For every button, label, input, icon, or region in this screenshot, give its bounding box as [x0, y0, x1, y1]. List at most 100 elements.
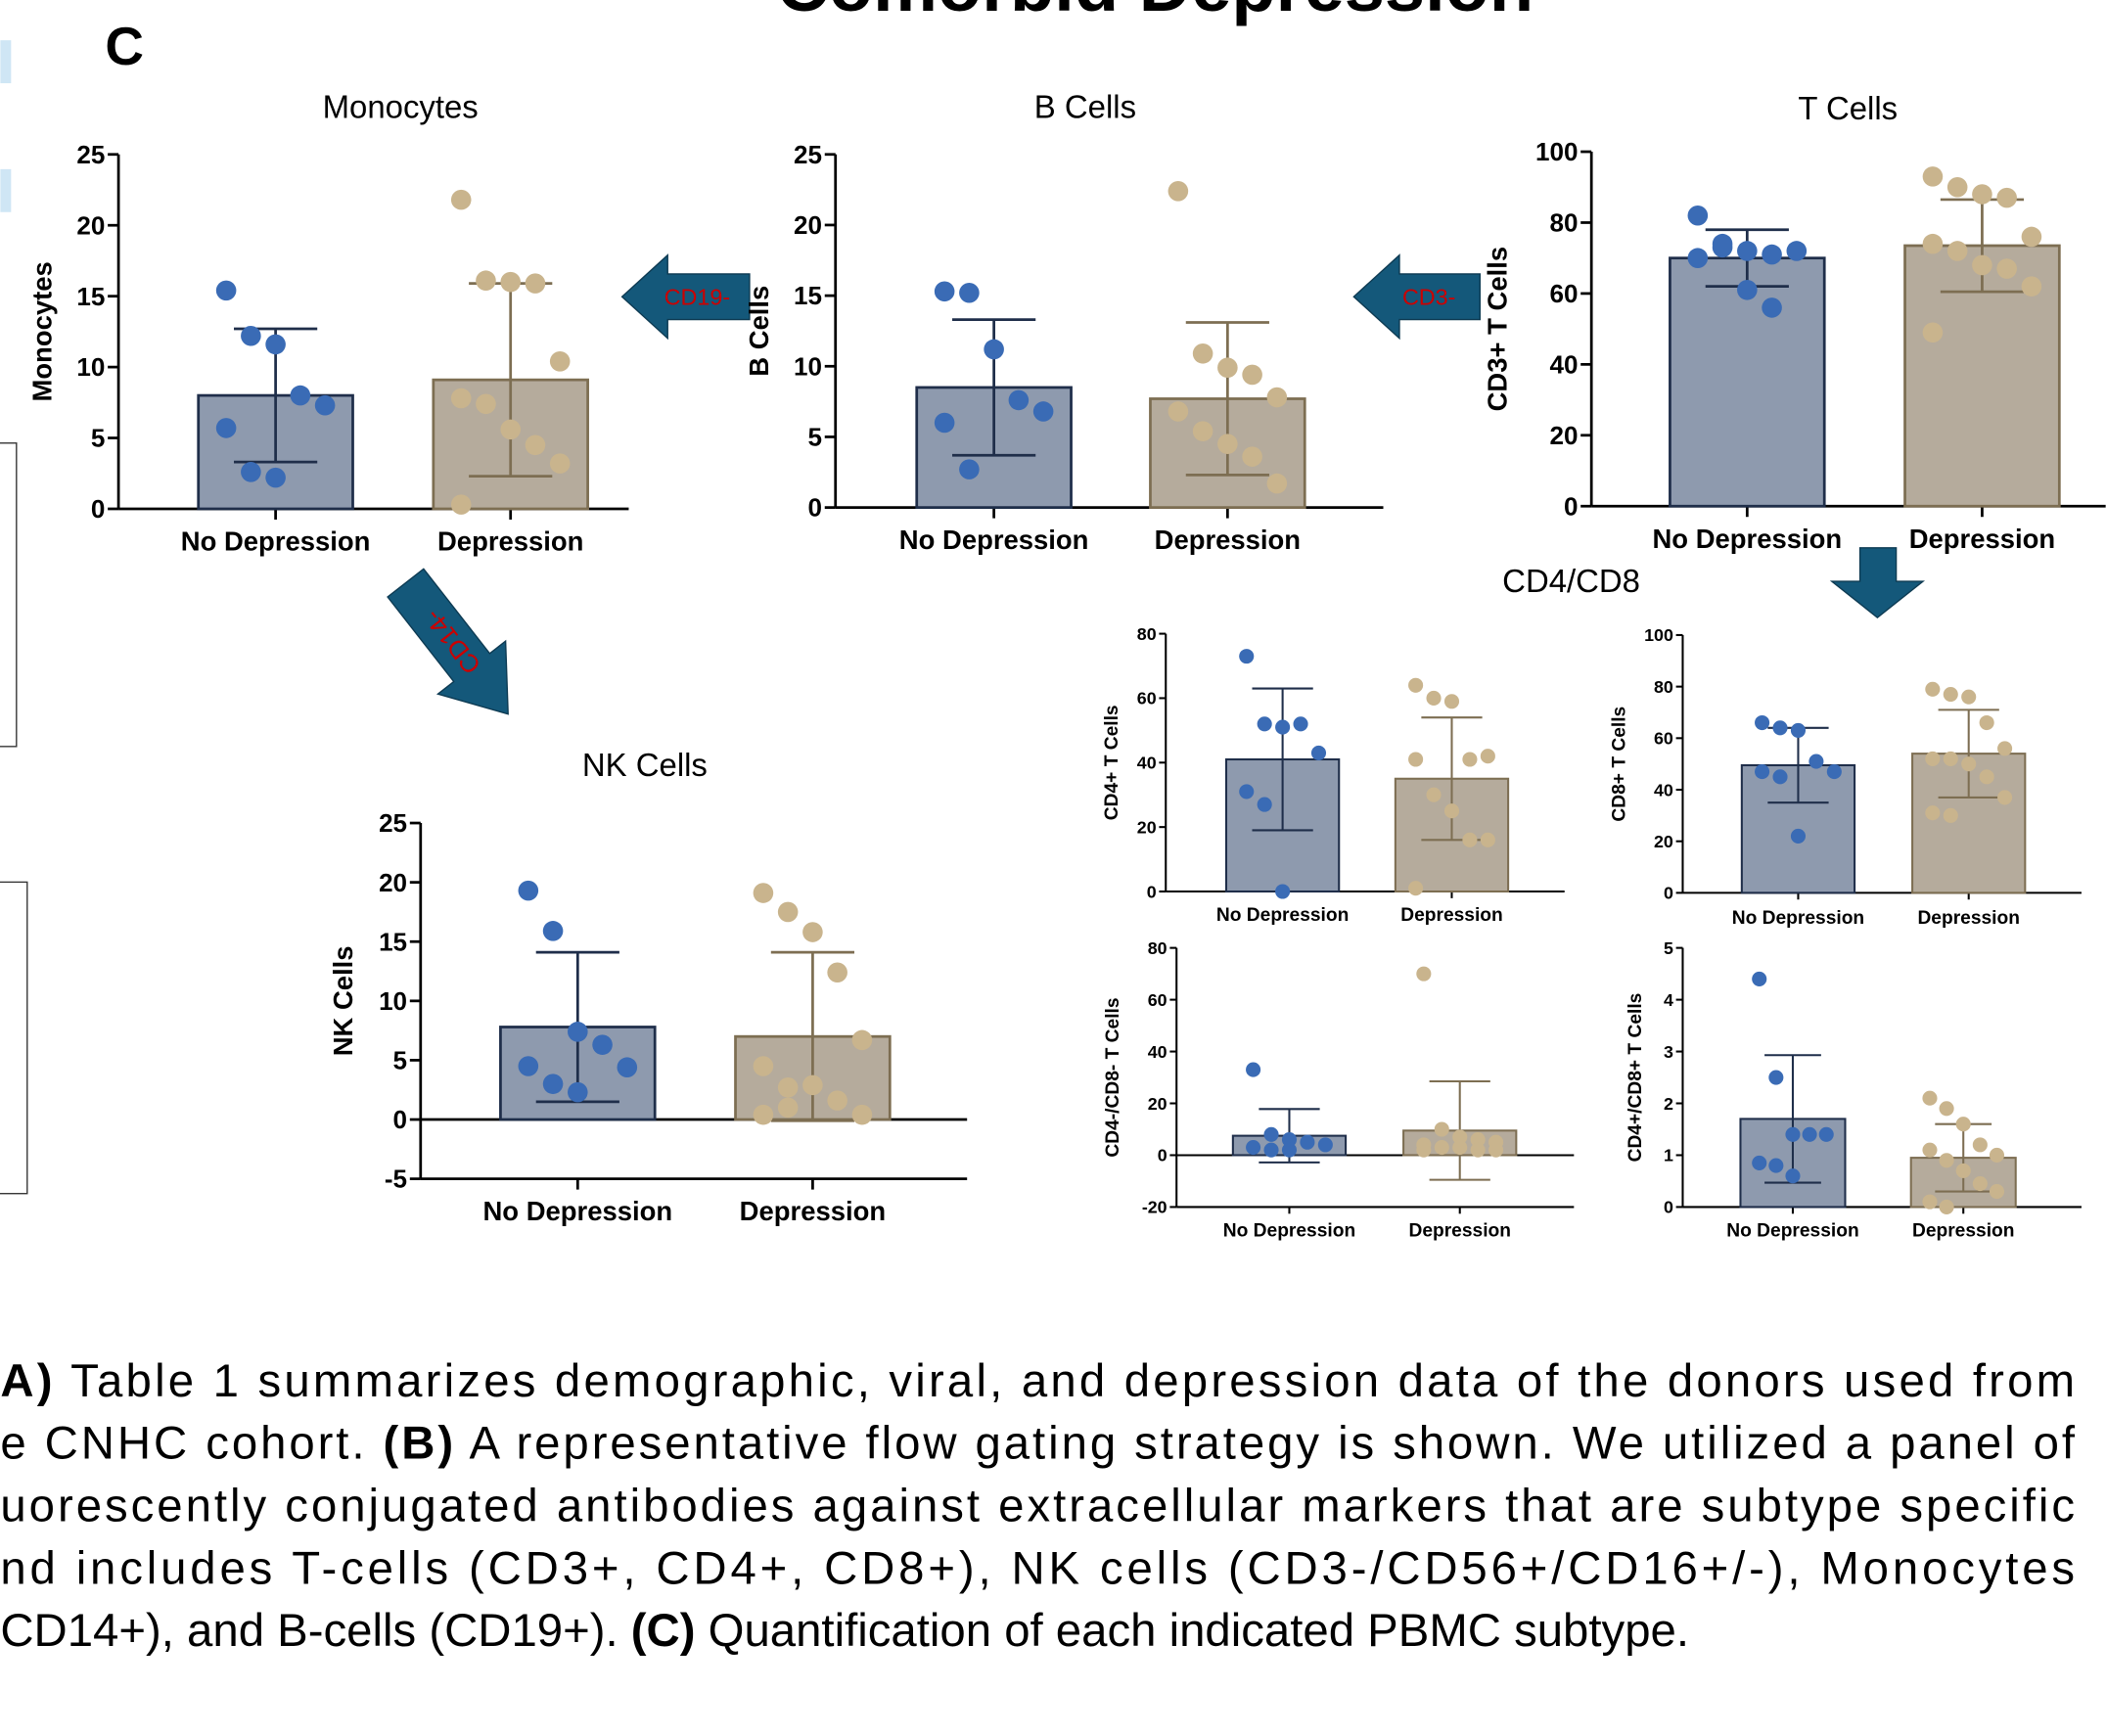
data-point — [568, 1022, 588, 1042]
caption-text: uorescently conjugated antibodies agains… — [0, 1480, 2075, 1531]
y-tick-label: 20 — [76, 210, 105, 240]
y-tick-label: 60 — [1148, 990, 1167, 1010]
y-tick-label: 100 — [1644, 625, 1673, 645]
data-point — [1997, 790, 2012, 804]
data-point — [618, 1057, 638, 1077]
data-point — [1922, 1091, 1937, 1106]
data-point — [1827, 764, 1842, 779]
data-point — [265, 335, 286, 355]
data-point — [1282, 1143, 1297, 1158]
data-point — [1193, 343, 1213, 364]
arrow: CD19- — [622, 255, 750, 339]
data-point — [1435, 1121, 1449, 1136]
data-point — [1980, 715, 1994, 730]
chart-title: B Cells — [1034, 89, 1136, 125]
data-point — [959, 283, 980, 303]
caption-line: uorescently conjugated antibodies agains… — [0, 1480, 2075, 1531]
chart: B CellsB Cells0510152025No DepressionDep… — [744, 89, 1383, 555]
y-tick-label: 40 — [1148, 1042, 1167, 1062]
x-tick-label: Depression — [1400, 905, 1503, 926]
data-point — [1925, 682, 1940, 697]
data-point — [1972, 255, 1992, 276]
data-point — [1462, 752, 1477, 766]
cropped-plot — [0, 882, 27, 1193]
data-point — [1787, 241, 1808, 261]
page: { "heading": "Comorbid Depression", "pan… — [0, 0, 2106, 1736]
data-point — [1688, 206, 1709, 226]
data-point — [500, 272, 521, 293]
panel-label: C — [105, 16, 144, 76]
y-axis-label: CD8+ T Cells — [1609, 707, 1629, 822]
data-point — [1263, 1143, 1278, 1158]
chart: CD8+ T Cells020406080100No DepressionDep… — [1609, 625, 2081, 929]
data-point — [1940, 1153, 1954, 1167]
data-point — [1923, 166, 1944, 187]
y-axis-label: NK Cells — [328, 945, 358, 1056]
data-point — [1426, 691, 1441, 706]
y-tick-label: 80 — [1549, 208, 1578, 238]
data-point — [827, 962, 847, 982]
y-tick-label: 3 — [1664, 1042, 1673, 1062]
data-point — [778, 1077, 799, 1098]
data-point — [1980, 769, 1994, 784]
chart: CD4+ T Cells020406080No DepressionDepres… — [1102, 624, 1565, 926]
y-tick-label: 0 — [91, 494, 106, 524]
x-tick-label: No Depression — [482, 1196, 672, 1226]
data-point — [1772, 720, 1787, 735]
y-tick-label: 15 — [794, 281, 822, 310]
y-axis-label: CD4+/CD8+ T Cells — [1625, 993, 1646, 1163]
data-point — [315, 395, 336, 416]
data-point — [526, 435, 546, 456]
data-point — [754, 1056, 774, 1076]
data-point — [1752, 1156, 1766, 1170]
data-point — [1947, 177, 1968, 198]
y-tick-label: 40 — [1549, 349, 1578, 379]
x-tick-label: No Depression — [1216, 905, 1349, 926]
y-tick-label: 0 — [393, 1105, 408, 1134]
chart-title: T Cells — [1798, 90, 1898, 126]
y-axis-label: CD4-/CD8- T Cells — [1103, 997, 1123, 1157]
data-point — [216, 281, 237, 301]
y-tick-label: 0 — [1158, 1146, 1167, 1165]
data-point — [1808, 754, 1823, 768]
cropped-panel — [0, 40, 11, 83]
caption-text: A) — [0, 1355, 52, 1407]
data-point — [1923, 234, 1944, 254]
data-point — [1258, 798, 1272, 812]
data-point — [1752, 972, 1766, 986]
y-axis-label: CD4+ T Cells — [1102, 705, 1122, 820]
data-point — [1481, 749, 1495, 763]
data-point — [1033, 401, 1054, 422]
data-point — [265, 468, 286, 488]
data-point — [1408, 678, 1423, 693]
x-tick-label: No Depression — [1223, 1221, 1355, 1242]
y-tick-label: 0 — [1564, 491, 1579, 521]
data-point — [1944, 687, 1958, 702]
data-point — [1923, 322, 1944, 343]
y-tick-label: 5 — [91, 424, 106, 453]
data-point — [1246, 1063, 1260, 1077]
data-point — [1944, 752, 1958, 766]
data-point — [1997, 741, 2012, 755]
data-point — [519, 1056, 539, 1076]
data-point — [1242, 446, 1262, 467]
y-tick-label: 40 — [1654, 780, 1673, 799]
data-point — [2022, 276, 2042, 297]
data-point — [1996, 188, 2017, 208]
data-point — [1242, 365, 1262, 386]
data-point — [1762, 245, 1782, 265]
data-point — [1294, 716, 1308, 731]
data-point — [241, 462, 261, 482]
data-point — [1258, 716, 1272, 731]
caption-line: A) Table 1 summarizes demographic, viral… — [0, 1355, 2075, 1407]
data-point — [1785, 1127, 1800, 1142]
data-point — [1239, 784, 1254, 799]
data-point — [1940, 1200, 1954, 1214]
caption-text: CD14+), and B-cells (CD19+). — [0, 1605, 630, 1657]
data-point — [1973, 1176, 1988, 1191]
caption-text: (B) — [384, 1418, 454, 1470]
y-tick-label: 1 — [1664, 1146, 1673, 1165]
data-point — [1755, 715, 1769, 730]
arrow-shape — [1832, 548, 1923, 617]
